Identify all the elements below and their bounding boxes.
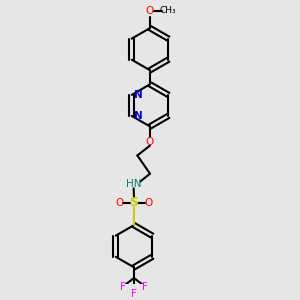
Text: F: F [131,289,137,299]
Text: O: O [146,6,154,16]
Text: S: S [130,196,139,209]
Text: N: N [134,90,142,100]
Text: N: N [134,111,142,121]
Text: O: O [146,137,154,147]
Text: CH₃: CH₃ [160,6,177,15]
Text: O: O [145,198,153,208]
Text: F: F [142,282,148,292]
Text: O: O [115,198,124,208]
Text: HN: HN [126,179,141,189]
Text: F: F [120,282,126,292]
